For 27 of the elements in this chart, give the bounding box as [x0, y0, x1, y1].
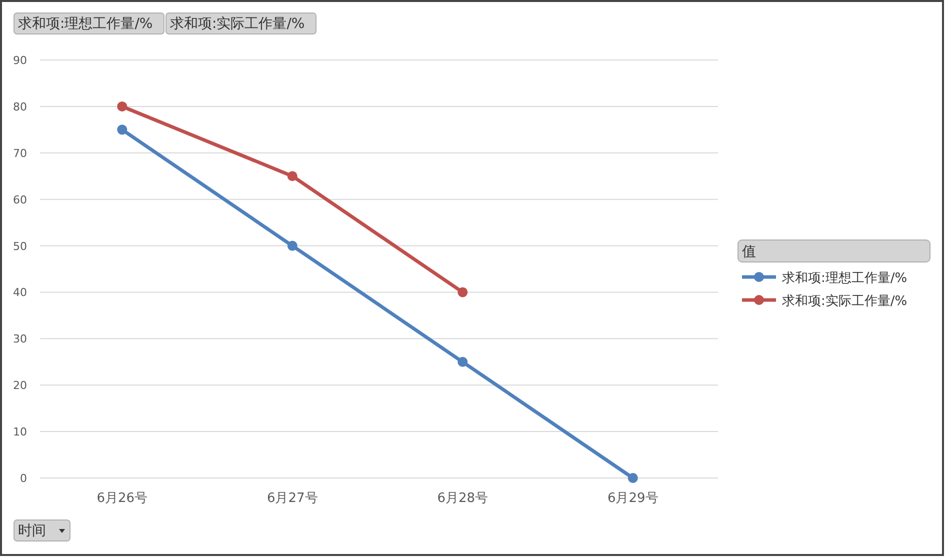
- point: [117, 124, 128, 135]
- x-tick-label: 6月29号: [607, 491, 658, 506]
- point: [458, 356, 468, 367]
- y-tick-label: 30: [13, 332, 27, 346]
- legend-title: 值: [742, 244, 756, 260]
- y-tick-label: 50: [13, 240, 27, 253]
- x-axis-title: 时间: [18, 523, 46, 539]
- y-tick-label: 10: [13, 426, 27, 439]
- x-tick-label: 6月27号: [266, 491, 318, 506]
- legend-label: 求和项:实际工作量/%: [782, 294, 908, 309]
- y-tick-label: 40: [13, 286, 27, 300]
- point: [287, 240, 298, 251]
- text: 求和项:实际工作量/%: [170, 16, 305, 32]
- point: [628, 473, 638, 483]
- text: 求和项:理想工作量/%: [18, 16, 153, 32]
- legend-label: 求和项:理想工作量/%: [782, 271, 908, 286]
- y-tick-label: 20: [13, 379, 27, 392]
- y-tick-label: 70: [13, 146, 27, 160]
- x-tick-label: 6月28号: [437, 491, 488, 506]
- y-tick-label: 80: [13, 100, 27, 114]
- y-tick-label: 0: [20, 472, 27, 485]
- point: [458, 287, 468, 298]
- x-tick-label: 6月26号: [96, 491, 148, 506]
- point: [117, 101, 128, 112]
- y-tick-label: 90: [13, 54, 27, 67]
- point: [287, 171, 298, 182]
- y-tick-label: 60: [13, 193, 27, 206]
